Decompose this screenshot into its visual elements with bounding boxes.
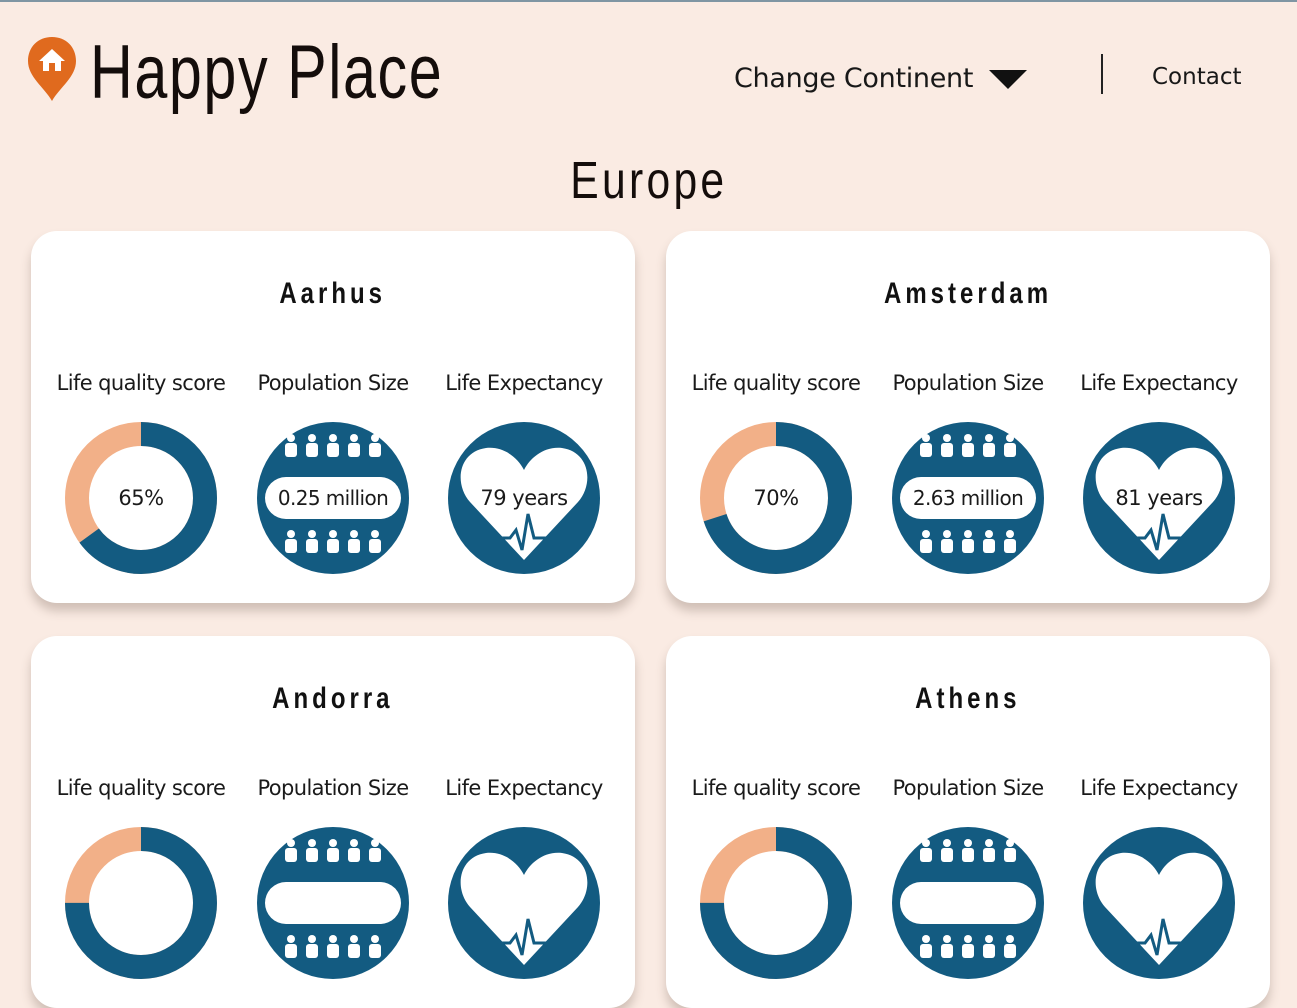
city-card[interactable]: Athens Life quality score Population Siz… (666, 636, 1270, 1008)
life-quality-label: Life quality score (56, 776, 226, 800)
location-pin-logo-icon (28, 37, 76, 101)
life-expectancy-value (448, 827, 600, 979)
life-expectancy-badge: 81 years (1083, 422, 1235, 574)
population-value: 0.25 million (277, 486, 389, 510)
donut-chart-icon (65, 422, 217, 574)
life-quality-value (700, 827, 852, 979)
life-quality-donut: 70% (700, 422, 852, 574)
population-value (892, 827, 1044, 979)
brand-title[interactable]: Happy Place (90, 30, 444, 115)
life-expectancy-label: Life Expectancy (445, 371, 603, 395)
life-expectancy-label: Life Expectancy (445, 776, 603, 800)
change-continent-label: Change Continent (734, 62, 974, 94)
city-card[interactable]: Amsterdam Life quality score Population … (666, 231, 1270, 603)
life-expectancy-badge (1083, 827, 1235, 979)
life-quality-label: Life quality score (56, 371, 226, 395)
life-quality-donut (65, 827, 217, 979)
population-label: Population Size (892, 371, 1044, 395)
city-name: Andorra (272, 682, 394, 715)
nav-divider (1101, 54, 1103, 94)
life-expectancy-value: 81 years (1115, 486, 1203, 510)
city-card[interactable]: Andorra Life quality score Population Si… (31, 636, 635, 1008)
heart-pulse-icon (448, 422, 600, 574)
life-expectancy-label: Life Expectancy (1080, 776, 1238, 800)
life-quality-donut: 65% (65, 422, 217, 574)
population-badge (892, 827, 1044, 979)
population-value: 2.63 million (912, 486, 1024, 510)
population-badge: 0.25 million (257, 422, 409, 574)
life-quality-value: 70% (753, 486, 799, 510)
life-quality-label: Life quality score (691, 776, 861, 800)
contact-link[interactable]: Contact (1152, 64, 1242, 90)
continent-title: Europe (569, 152, 728, 210)
change-continent-dropdown[interactable]: Change Continent (734, 58, 1028, 98)
life-expectancy-badge: 79 years (448, 422, 600, 574)
population-badge: 2.63 million (892, 422, 1044, 574)
life-expectancy-value (1083, 827, 1235, 979)
life-expectancy-badge (448, 827, 600, 979)
city-name: Aarhus (279, 277, 387, 310)
people-icon (257, 422, 409, 574)
city-card[interactable]: Aarhus Life quality score Population Siz… (31, 231, 635, 603)
city-name: Athens (915, 682, 1021, 715)
life-quality-value: 65% (118, 486, 164, 510)
people-icon (892, 422, 1044, 574)
population-label: Population Size (257, 776, 409, 800)
life-expectancy-value: 79 years (480, 486, 568, 510)
life-quality-value (65, 827, 217, 979)
life-quality-label: Life quality score (691, 371, 861, 395)
population-value (257, 827, 409, 979)
heart-pulse-icon (1083, 422, 1235, 574)
population-label: Population Size (257, 371, 409, 395)
life-quality-donut (700, 827, 852, 979)
population-badge (257, 827, 409, 979)
donut-chart-icon (700, 422, 852, 574)
caret-down-icon (989, 69, 1028, 89)
life-expectancy-label: Life Expectancy (1080, 371, 1238, 395)
city-name: Amsterdam (883, 277, 1053, 310)
population-label: Population Size (892, 776, 1044, 800)
